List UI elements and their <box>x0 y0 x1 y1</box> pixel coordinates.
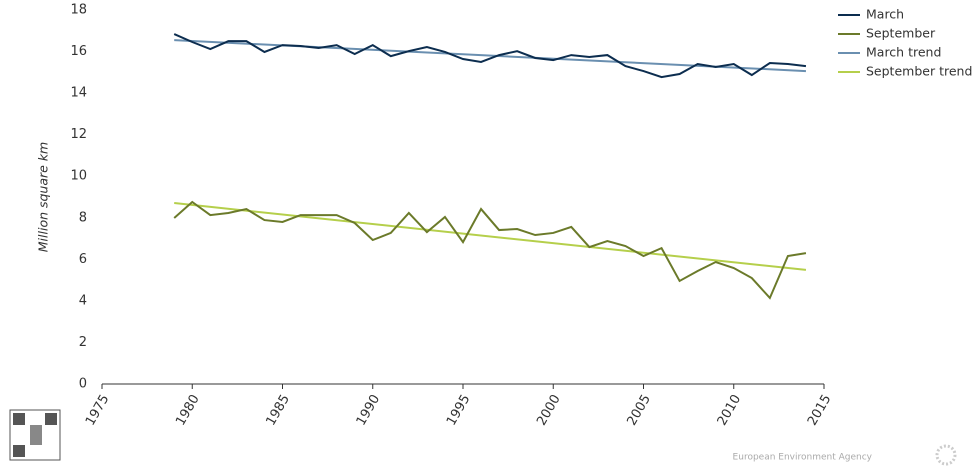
y-tick-label: 0 <box>79 377 87 392</box>
line-series <box>173 33 807 79</box>
legend-label: March trend <box>866 45 941 60</box>
x-tick-label: 2015 <box>805 392 835 428</box>
y-tick-label: 14 <box>70 86 87 101</box>
x-tick-label: 2000 <box>534 392 564 428</box>
y-tick-label: 10 <box>70 169 87 184</box>
line-series <box>173 200 807 300</box>
legend-label: March <box>866 7 904 22</box>
x-tick-label: 2005 <box>624 392 654 428</box>
qr-code <box>9 409 61 461</box>
y-axis-label: Million square km <box>36 142 51 252</box>
y-tick-label: 8 <box>79 210 87 225</box>
y-tick-label: 6 <box>79 252 87 267</box>
x-tick-label: 1990 <box>354 392 384 428</box>
x-tick-label: 1995 <box>444 392 474 428</box>
y-tick-label: 12 <box>70 127 87 142</box>
x-tick-label: 1975 <box>83 392 113 428</box>
line-series <box>174 202 807 271</box>
x-tick-label: 1985 <box>263 392 293 428</box>
y-tick-label: 2 <box>79 335 87 350</box>
legend-label: September <box>866 26 936 41</box>
x-tick-label: 1980 <box>173 392 203 428</box>
logo <box>935 444 957 466</box>
footer: European Environment Agency <box>733 453 873 463</box>
x-tick-label: 2010 <box>715 392 745 428</box>
y-tick-label: 18 <box>70 3 87 18</box>
legend: March September March trend September trend <box>838 7 972 79</box>
y-tick-label: 16 <box>70 44 87 59</box>
legend-label: September trend <box>866 64 972 79</box>
y-tick-label: 4 <box>79 293 87 308</box>
